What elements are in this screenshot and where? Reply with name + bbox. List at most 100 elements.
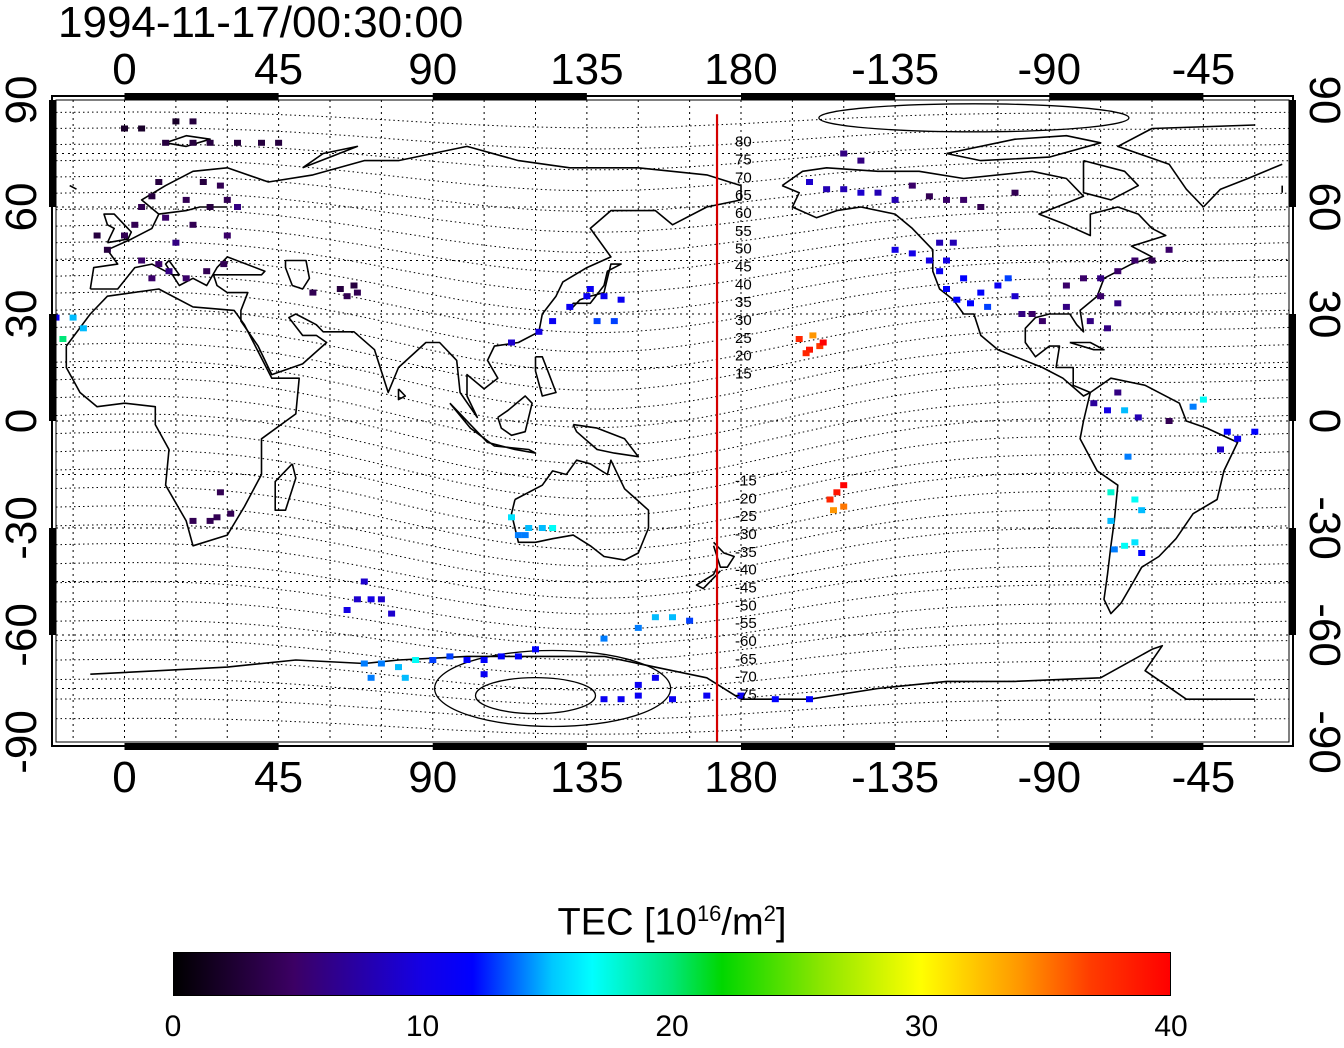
tec-point (343, 293, 351, 300)
tec-point (840, 186, 848, 193)
tec-point (480, 671, 488, 678)
dip-contour (55, 600, 1290, 646)
map-frame (49, 93, 1296, 750)
dip-contour (55, 111, 1289, 129)
tec-point (1234, 435, 1242, 442)
lon-tick-bottom: 45 (254, 753, 303, 802)
lat-tick-right: -60 (1300, 603, 1344, 667)
tec-point (1104, 407, 1111, 414)
tec-point (525, 525, 533, 531)
coastline-svalbard (165, 134, 211, 148)
tec-point (508, 514, 515, 521)
tec-point (1138, 507, 1146, 514)
lon-tick-bottom: 0 (112, 753, 136, 802)
tec-point (189, 118, 197, 125)
tec-point (1062, 303, 1070, 310)
tec-point (936, 268, 944, 275)
dip-contour (55, 639, 1290, 676)
tec-point (206, 517, 214, 524)
tec-point (891, 196, 899, 203)
coastline-scandi_sea (158, 206, 228, 215)
tec-point (367, 596, 375, 603)
tec-point (1121, 407, 1129, 414)
tec-point (806, 346, 813, 353)
lon-tick-bottom: 90 (408, 753, 457, 802)
lon-tick-bottom: -135 (851, 753, 939, 802)
dip-contour (55, 127, 1290, 150)
coastline-japan (569, 263, 622, 311)
tec-point (395, 664, 402, 671)
dip-contour (55, 581, 1290, 630)
dip-contour (55, 360, 1290, 428)
tec-point (216, 489, 224, 496)
dip-label: -55 (735, 615, 757, 632)
tec-point (593, 318, 601, 325)
lat-tick-left: 60 (0, 183, 46, 232)
tec-point (967, 300, 974, 307)
dip-label: 20 (735, 348, 752, 365)
frame-band (49, 100, 56, 207)
tec-point (350, 282, 358, 289)
tec-point (131, 221, 139, 228)
coastline-nz (712, 541, 735, 568)
coastline-namerica (781, 167, 1167, 397)
tec-point (669, 614, 676, 621)
coastline-africa (65, 288, 300, 547)
lat-tick-right: 30 (1300, 290, 1344, 339)
dip-label: -45 (735, 579, 757, 596)
coastlines (65, 124, 1283, 700)
coastline-nz2 (695, 566, 721, 590)
frame-band (1289, 100, 1296, 207)
tec-point (891, 246, 899, 253)
tec-point (669, 696, 676, 703)
tec-point (121, 125, 128, 132)
frame-band (1049, 93, 1204, 100)
tec-point (651, 614, 659, 621)
tec-point (189, 221, 197, 228)
tec-point (806, 696, 813, 703)
lon-tick-bottom: 180 (704, 753, 777, 802)
dip-label: 30 (735, 312, 752, 329)
colorbar-tick-label: 0 (164, 1010, 182, 1043)
colorbar-tick-label: 20 (655, 1010, 689, 1043)
tec-point (388, 610, 396, 617)
lon-tick-top: 45 (254, 45, 303, 94)
tec-point (634, 681, 642, 688)
tec-point (1251, 428, 1259, 435)
tec-point (857, 189, 865, 196)
dip-label: -60 (735, 633, 757, 650)
coastline-borneo (497, 395, 533, 437)
tec-point (583, 293, 591, 300)
tec-point (429, 657, 437, 663)
tec-point (463, 657, 471, 663)
tec-point (617, 296, 625, 303)
tec-point (199, 179, 207, 185)
tec-point (1121, 542, 1129, 549)
tec-point (634, 624, 642, 631)
dip-contour (55, 224, 1290, 274)
lat-tick-right: 90 (1300, 76, 1344, 125)
tec-point (220, 261, 228, 268)
tec-point (360, 660, 368, 667)
coastline-philippines (534, 356, 557, 397)
tec-point (93, 232, 101, 239)
tec-point (600, 696, 608, 703)
dip-contour (55, 524, 1290, 583)
coastline-australia (510, 459, 650, 561)
dip-contour (55, 257, 1290, 314)
coastline-caspian (284, 259, 311, 290)
tec-point (234, 139, 241, 146)
tec-point (103, 246, 111, 253)
tec-point (1131, 539, 1139, 546)
lat-tick-right: 0 (1300, 409, 1344, 433)
tec-point (819, 339, 827, 346)
dip-contour (55, 543, 1290, 599)
dip-label: -25 (735, 508, 757, 525)
tec-point (1165, 246, 1173, 253)
tec-point (138, 204, 146, 210)
tec-point (771, 696, 779, 703)
tec-point (1104, 325, 1111, 332)
dip-pole-ring (433, 649, 672, 728)
lat-tick-right: 60 (1300, 183, 1344, 232)
dip-label: 70 (735, 169, 752, 186)
